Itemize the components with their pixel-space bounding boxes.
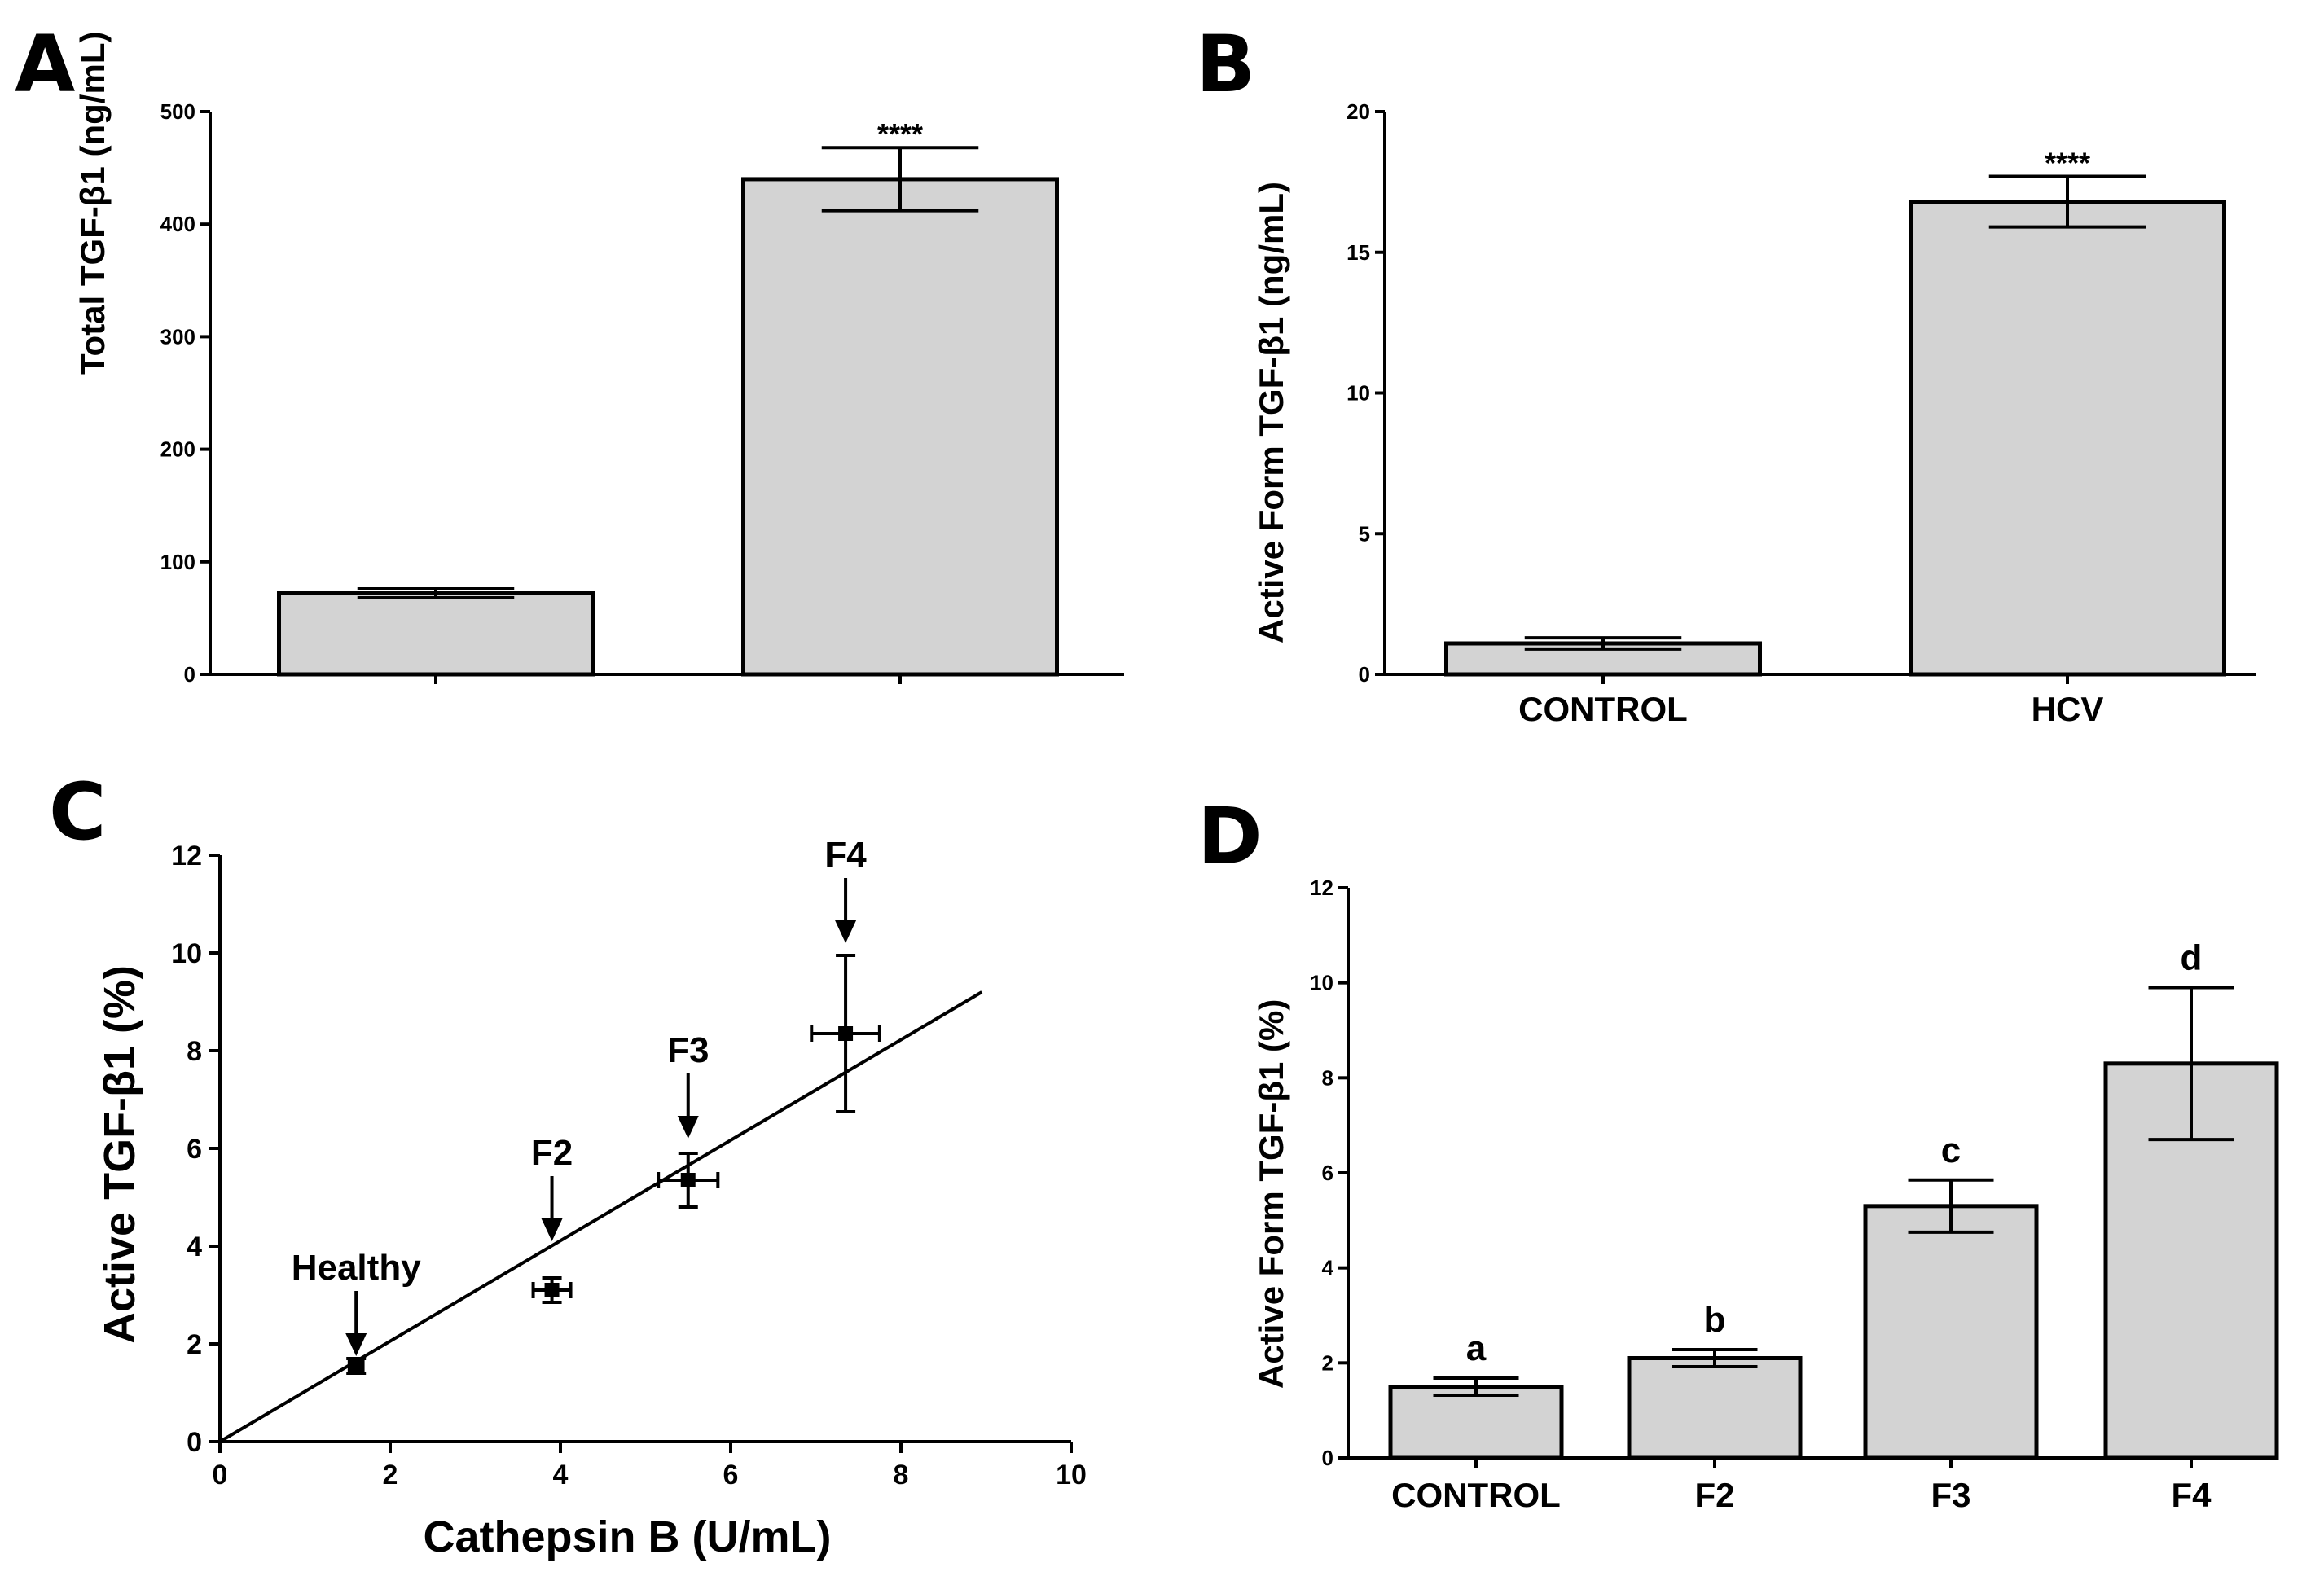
panel-c-point [838,1026,854,1041]
panel-b-ylabel: Active Form TGF-β1 (ng/mL) [1252,182,1290,643]
panel-c-arrow-head [677,1116,699,1139]
panel-a-ylabel: Total TGF-β1 (ng/mL) [73,32,112,375]
panel-c-arrow-head [541,1218,563,1241]
panel-c-arrow-head [345,1333,367,1356]
panel-c-y-tick-label: 0 [187,1427,202,1458]
panel-d-y-tick-label: 12 [1310,876,1333,900]
panel-c-y-tick-label: 10 [171,938,202,969]
panel-a-y-tick-label: 0 [184,662,195,687]
panel-b-y-tick-label: 5 [1359,521,1370,546]
panel-d-ylabel: Active Form TGF-β1 (%) [1252,999,1290,1389]
panel-a-y-tick-label: 300 [160,324,195,349]
panel-c-x-tick-label: 2 [383,1460,398,1490]
panel-b-annotation: **** [2045,146,2090,179]
panel-d-annotation: d [2181,938,2203,978]
panel-label-b: B [1196,19,1255,110]
panel-a-y-tick-label: 500 [160,99,195,124]
panel-b-y-tick-label: 15 [1347,240,1370,265]
panel-a-y-tick-label: 100 [160,550,195,574]
panel-b-category-label: CONTROL [1518,690,1688,728]
panel-c-x-tick-label: 6 [723,1460,739,1490]
panel-a-bar [741,177,1059,677]
panel-d-category-label: F4 [2171,1476,2212,1514]
panel-d-annotation: a [1466,1328,1487,1368]
panel-a-bar [277,590,595,677]
panel-c-point [544,1283,560,1297]
panel-c-y-tick-label: 8 [187,1036,202,1067]
panel-c-xlabel: Cathepsin B (U/mL) [423,1512,831,1561]
panel-b-chart: 0 5 10 15 20 CONTROL **** HCV [1347,99,2256,728]
panel-d-annotation: b [1704,1300,1726,1340]
panel-c-x-tick-label: 10 [1056,1460,1087,1490]
panel-c-chart: 0 2 4 6 8 10 12 0 2 4 6 8 10 Healthy F2 F3 F4 [171,835,1087,1490]
panel-c-y-tick-label: 6 [187,1134,202,1165]
panel-a-chart: 0 100 200 300 400 500 **** [160,99,1124,687]
panel-c-x-tick-label: 0 [213,1460,228,1490]
panel-c-fit-line [218,990,983,1443]
panel-d-bar [1863,1204,2039,1460]
panel-c-point-label: Healthy [292,1248,421,1288]
panel-d-bar [1388,1385,1564,1460]
panel-c-x-tick-label: 4 [553,1460,569,1490]
panel-c-x-tick-label: 8 [894,1460,909,1490]
panel-c-y-tick-label: 4 [187,1231,202,1262]
panel-b-y-tick-label: 10 [1347,381,1370,406]
panel-d-y-tick-label: 2 [1322,1350,1333,1375]
panel-a-annotation: **** [877,117,923,151]
panel-d-category-label: F2 [1694,1476,1734,1514]
panel-c-point [680,1173,696,1187]
panel-d-annotation: c [1941,1130,1961,1170]
panel-c-point-label: F2 [531,1133,573,1173]
panel-c-y-tick-label: 2 [187,1329,202,1360]
panel-c-ylabel: Active TGF-β1 (%) [95,965,144,1344]
panel-b-y-tick-label: 20 [1347,99,1370,124]
panel-a-y-tick-label: 400 [160,212,195,236]
panel-d-y-tick-label: 0 [1322,1446,1333,1470]
panel-d-chart: 0 2 4 6 8 10 12 a CONTROL b F2 c F3 d F4 [1310,876,2279,1514]
panel-b-category-label: HCV [2032,690,2104,728]
panel-d-y-tick-label: 4 [1322,1256,1334,1280]
panel-a-y-tick-label: 200 [160,437,195,462]
panel-c-point-label: F4 [824,835,867,875]
panel-d-bar [1627,1356,1803,1460]
panel-label-d: D [1197,791,1263,882]
panel-c-y-tick-label: 12 [171,841,202,871]
panel-d-y-tick-label: 10 [1310,971,1333,995]
panel-label-c: C [49,766,106,858]
panel-b-bar [1909,200,2226,677]
panel-d-y-tick-label: 6 [1322,1161,1333,1185]
panel-c-arrow-head [835,920,857,943]
panel-c-point [349,1359,364,1373]
panel-d-category-label: F3 [1931,1476,1970,1514]
panel-c-point-label: F3 [667,1030,709,1070]
panel-label-a: A [15,19,75,110]
panel-d-category-label: CONTROL [1391,1476,1561,1514]
panel-b-y-tick-label: 0 [1359,662,1370,687]
panel-d-y-tick-label: 8 [1322,1065,1333,1090]
